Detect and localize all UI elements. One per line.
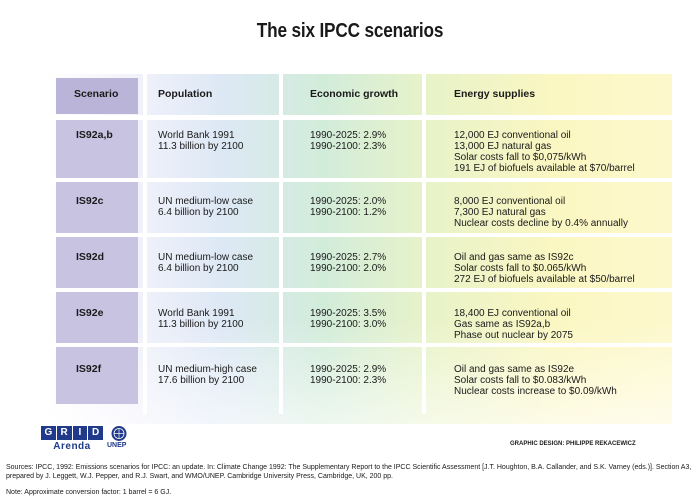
growth-cell: 1990-2025: 2.9% 1990-2100: 2.3% (310, 364, 387, 386)
scenario-label: IS92d (76, 251, 105, 263)
scenario-label: IS92c (76, 195, 104, 207)
energy-cell: Oil and gas same as IS92e Solar costs fal… (454, 364, 617, 397)
growth-cell: 1990-2025: 2.9% 1990-2100: 2.3% (310, 130, 387, 152)
growth-cell: 1990-2025: 2.7% 1990-2100: 2.0% (310, 252, 387, 274)
table-background-fade (48, 74, 672, 424)
arenda-label: Arenda (53, 441, 91, 452)
population-cell: World Bank 1991 11.3 billion by 2100 (158, 130, 244, 152)
population-cell: World Bank 1991 11.3 billion by 2100 (158, 308, 244, 330)
energy-cell: 8,000 EJ conventional oil 7,300 EJ natura… (454, 196, 628, 229)
unep-label: UNEP (107, 442, 127, 449)
row-divider (48, 178, 672, 182)
scenario-header-box (56, 78, 138, 114)
energy-cell: 18,400 EJ conventional oil Gas same as IS… (454, 308, 573, 341)
page-title: The six IPCC scenarios (256, 20, 444, 42)
scenario-box-2 (56, 182, 138, 233)
row-divider (48, 343, 672, 347)
scenario-label: IS92f (76, 363, 102, 375)
header-energy-supplies: Energy supplies (454, 88, 536, 100)
population-cell: UN medium-low case 6.4 billion by 2100 (158, 196, 254, 218)
row-divider (48, 288, 672, 292)
logo-letter: I (72, 426, 88, 440)
column-divider (279, 74, 283, 414)
logo-letter: D (88, 426, 103, 440)
unep-logo-icon (111, 426, 127, 441)
row-divider (48, 115, 672, 120)
scenario-box-3 (56, 237, 138, 288)
energy-cell: 12,000 EJ conventional oil 13,000 EJ natu… (454, 130, 635, 174)
logo-letter: G (41, 426, 56, 440)
column-divider (143, 74, 147, 414)
logo-letter: R (56, 426, 72, 440)
population-cell: UN medium-low case 6.4 billion by 2100 (158, 252, 254, 274)
population-cell: UN medium-high case 17.6 billion by 2100 (158, 364, 257, 386)
grid-arenda-logo: G R I D (41, 426, 103, 440)
graphic-design-credit: GRAPHIC DESIGN: PHILIPPE REKACEWICZ (510, 441, 636, 447)
row-divider (48, 233, 672, 237)
header-scenario: Scenario (74, 88, 119, 100)
header-population: Population (158, 88, 213, 100)
energy-cell: Oil and gas same as IS92c Solar costs fal… (454, 252, 635, 285)
scenario-box-4 (56, 292, 138, 343)
scenario-box-1 (56, 120, 138, 178)
column-divider (422, 74, 426, 414)
conversion-note: Note: Approximate conversion factor: 1 b… (6, 489, 172, 496)
growth-cell: 1990-2025: 3.5% 1990-2100: 3.0% (310, 308, 387, 330)
scenario-box-5 (56, 347, 138, 404)
sources-text: Sources: IPCC, 1992: Emissions scenarios… (6, 464, 692, 480)
growth-cell: 1990-2025: 2.0% 1990-2100: 1.2% (310, 196, 387, 218)
header-economic-growth: Economic growth (310, 88, 399, 100)
scenario-label: IS92a,b (76, 129, 113, 141)
scenario-label: IS92e (76, 307, 104, 319)
